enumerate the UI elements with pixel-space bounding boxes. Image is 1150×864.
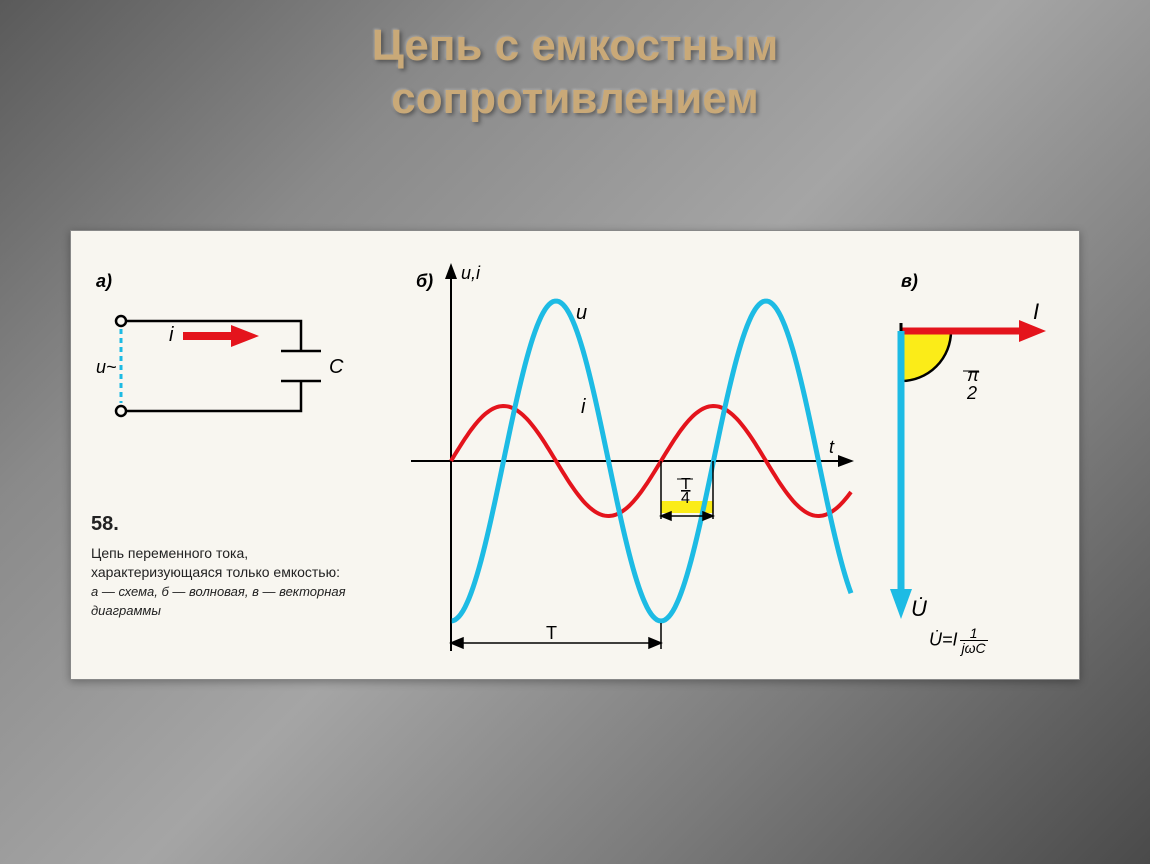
circuit-label-c: C bbox=[329, 356, 344, 378]
wave-y-label: u,i bbox=[461, 263, 481, 283]
circuit-label-i: i bbox=[169, 324, 174, 346]
phasor-i-label: I bbox=[1033, 299, 1039, 324]
figure-number: 58. bbox=[91, 511, 371, 538]
caption-main: Цепь переменного тока, характеризующаяся… bbox=[91, 545, 340, 580]
phasor-diagram: I U̇ π 2 bbox=[871, 271, 1071, 651]
current-arrow-icon bbox=[183, 325, 259, 347]
wave-label-u: u bbox=[576, 302, 587, 324]
slide-title: Цепь с емкостным сопротивлением bbox=[0, 0, 1150, 126]
circuit-label-u: u~ bbox=[96, 357, 117, 377]
figure-panel: а) б) в) i u~ C u,i bbox=[70, 230, 1080, 680]
title-line-2: сопротивлением bbox=[391, 74, 759, 123]
circuit-diagram: i u~ C bbox=[91, 291, 351, 461]
label-a: а) bbox=[96, 271, 112, 292]
title-line-1: Цепь с емкостным bbox=[372, 21, 779, 70]
formula: U̇=I 1 jωC bbox=[929, 626, 988, 655]
period-label: T bbox=[546, 623, 557, 643]
caption-sub: а — схема, б — волновая, в — векторная д… bbox=[91, 584, 346, 618]
figure-caption: 58. Цепь переменного тока, характеризующ… bbox=[91, 511, 371, 620]
waveform-chart: u,i t u i T T 4 bbox=[371, 251, 861, 671]
wave-label-i: i bbox=[581, 396, 586, 418]
wave-x-label: t bbox=[829, 437, 835, 457]
phasor-u-label: U̇ bbox=[911, 596, 927, 621]
